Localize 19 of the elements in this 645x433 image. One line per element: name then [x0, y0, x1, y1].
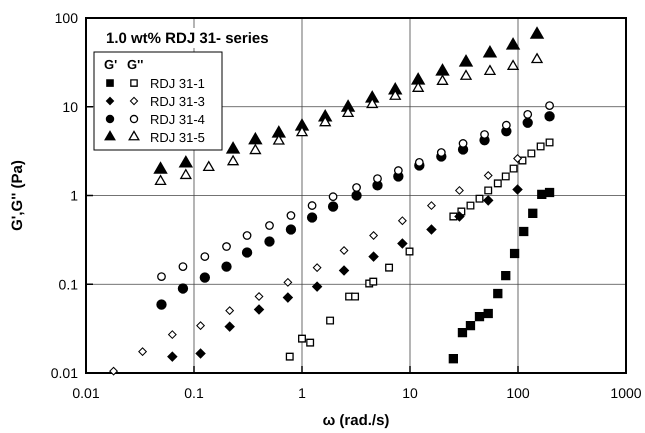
y-tick-label: 100 — [54, 10, 78, 26]
y-tick-label: 1 — [70, 188, 78, 204]
y-tick-label: 0.01 — [50, 365, 78, 381]
x-tick-label: 0.1 — [184, 385, 204, 401]
legend-label: RDJ 31-5 — [150, 130, 205, 145]
legend-label: RDJ 31-1 — [150, 76, 205, 91]
x-tick-label: 1 — [298, 385, 306, 401]
y-tick-label: 0.1 — [58, 276, 78, 292]
legend-label: RDJ 31-4 — [150, 112, 205, 127]
x-axis-title: ω (rad./s) — [322, 412, 390, 429]
y-tick-label: 10 — [62, 98, 78, 115]
x-tick-label: 10 — [402, 385, 418, 401]
y-axis-title: G',G'' (Pa) — [9, 160, 26, 231]
x-tick-label: 100 — [506, 385, 530, 401]
legend-label: RDJ 31-3 — [150, 94, 205, 109]
text: 1.0 wt% RDJ 31- series — [106, 30, 269, 47]
x-tick-label: 1000 — [610, 385, 642, 401]
x-tick-label: 0.01 — [72, 385, 100, 401]
legend-title: G' G'' — [104, 57, 144, 72]
